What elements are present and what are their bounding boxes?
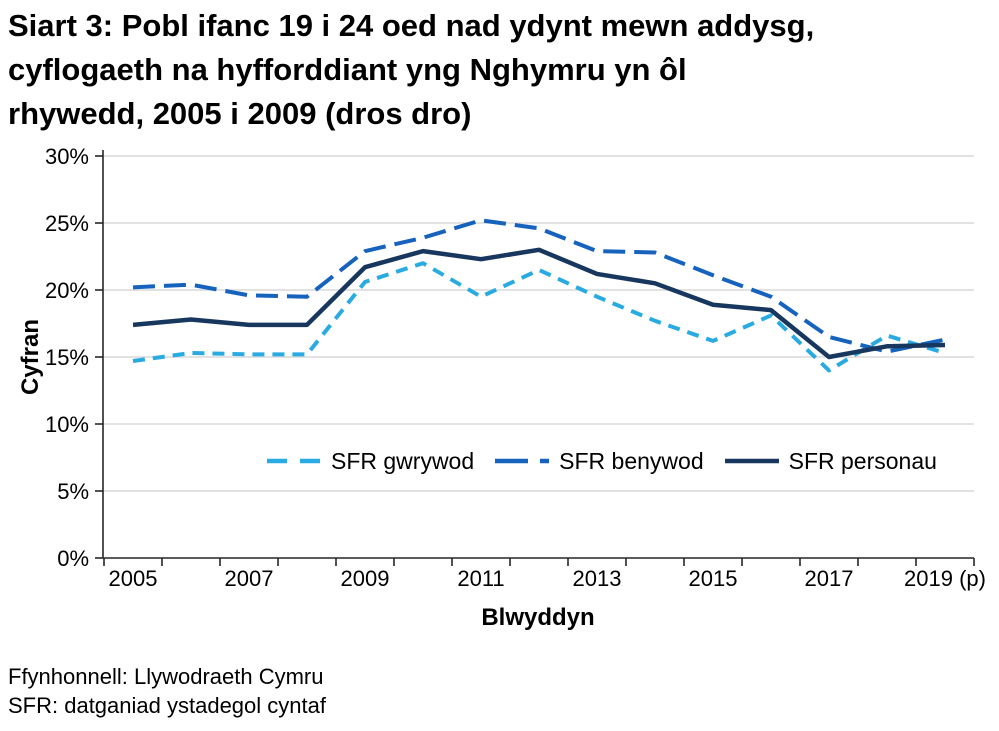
legend-item-benywod: SFR benywod <box>495 447 704 475</box>
source-note: Ffynhonnell: Llywodraeth Cymru <box>8 664 324 689</box>
series-line-sfr-personau <box>132 247 946 360</box>
x-tick-label: 2009 <box>341 566 390 591</box>
x-axis-title: Blwyddyn <box>481 604 594 631</box>
gwrywod-line-swatch-icon <box>267 458 321 464</box>
legend-item-gwrywod: SFR gwrywod <box>267 448 474 475</box>
legend-label-personau: SFR personau <box>788 447 937 474</box>
y-tick-label: 25% <box>45 211 89 236</box>
x-tick-label: 2013 <box>573 566 622 591</box>
x-tick-label: 2005 <box>109 566 158 591</box>
y-tick-label: 5% <box>57 479 89 504</box>
series-line-sfr-benywod <box>132 218 946 354</box>
chart-legend: SFR gwrywod SFR benywod SFR personau <box>267 444 937 478</box>
y-tick-label: 10% <box>45 412 89 437</box>
y-tick-label: 0% <box>57 546 89 571</box>
chart-title-line-3: rhywedd, 2005 i 2009 (dros dro) <box>8 96 472 131</box>
y-tick-label: 20% <box>45 278 89 303</box>
chart-footer: Ffynhonnell: Llywodraeth Cymru SFR: datg… <box>8 662 326 720</box>
legend-label-gwrywod: SFR gwrywod <box>331 447 475 474</box>
legend-label-benywod: SFR benywod <box>559 447 704 474</box>
y-tick-label: 15% <box>45 345 89 370</box>
x-tick-label: 2011 <box>457 566 504 591</box>
x-tick-label: 2019 (p) <box>904 566 986 591</box>
chart-title: Siart 3: Pobl ifanc 19 i 24 oed nad ydyn… <box>8 4 814 136</box>
legend-item-personau: SFR personau <box>724 447 937 475</box>
x-tick-label: 2007 <box>225 566 274 591</box>
y-axis-title: Cyfran <box>17 319 44 395</box>
x-tick-label: 2017 <box>805 566 854 591</box>
chart-title-line-1: Siart 3: Pobl ifanc 19 i 24 oed nad ydyn… <box>8 8 815 43</box>
benywod-line-swatch-icon <box>495 458 550 464</box>
chart-title-line-2: cyflogaeth na hyfforddiant yng Nghymru y… <box>8 52 687 87</box>
sfr-definition-note: SFR: datganiad ystadegol cyntaf <box>8 693 326 718</box>
series-line-sfr-gwrywod <box>132 261 946 373</box>
personau-line-swatch-icon <box>724 458 779 464</box>
x-tick-label: 2015 <box>689 566 738 591</box>
y-tick-label: 30% <box>45 144 89 169</box>
